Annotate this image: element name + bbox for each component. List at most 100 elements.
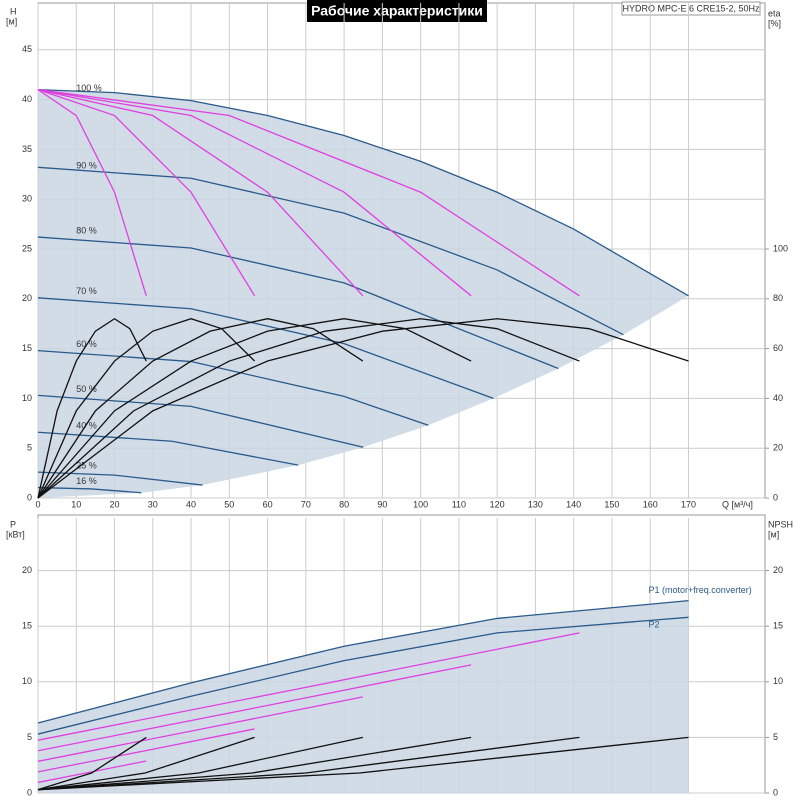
model-box	[621, 1, 761, 16]
y2-tick-label: 5	[773, 732, 778, 742]
chart-title: Рабочие характеристики	[311, 3, 483, 19]
y2-axis-label: NPSH	[768, 519, 793, 529]
curve	[37, 616, 689, 735]
y-tick-label: 35	[22, 144, 32, 154]
y-axis-unit: [кВт]	[6, 529, 25, 539]
x-axis-label: Q [м³/ч]	[722, 499, 753, 509]
x-tick-label: 40	[186, 499, 196, 509]
y2-tick-label: 0	[773, 787, 778, 797]
x-tick-label: 90	[377, 499, 387, 509]
curve	[37, 88, 580, 297]
curve	[37, 318, 580, 499]
curve	[37, 736, 580, 791]
y-tick-label: 0	[27, 492, 32, 502]
title-box	[307, 0, 487, 22]
curve	[37, 599, 689, 724]
y2-tick-label: 100	[773, 243, 788, 253]
x-tick-label: 130	[528, 499, 543, 509]
y-tick-label: 15	[22, 621, 32, 631]
y2-axis-unit: [м]	[768, 529, 779, 539]
y2-tick-label: 15	[773, 621, 783, 631]
curve	[37, 632, 580, 741]
curve	[37, 349, 429, 426]
x-tick-label: 50	[224, 499, 234, 509]
operating-area	[38, 89, 689, 498]
curve	[37, 736, 363, 791]
y2-tick-label: 60	[773, 343, 783, 353]
y-tick-label: 45	[22, 44, 32, 54]
curve	[37, 394, 364, 448]
curve	[37, 88, 472, 297]
curve	[37, 89, 256, 297]
curve	[37, 736, 689, 791]
curve	[37, 486, 142, 494]
y2-tick-label: 80	[773, 293, 783, 303]
y-tick-label: 15	[22, 343, 32, 353]
y2-tick-label: 10	[773, 676, 783, 686]
y-tick-label: 40	[22, 94, 32, 104]
y2-tick-label: 0	[773, 492, 778, 502]
curve	[37, 317, 147, 499]
y-tick-label: 10	[22, 676, 32, 686]
curve	[37, 736, 147, 791]
curve	[37, 318, 689, 499]
speed-label: 100 %	[76, 83, 102, 93]
speed-label: 16 %	[76, 476, 97, 486]
y2-tick-label: 40	[773, 393, 783, 403]
x-tick-label: 150	[604, 499, 619, 509]
x-tick-label: 120	[490, 499, 505, 509]
curve	[37, 736, 472, 791]
x-tick-label: 80	[339, 499, 349, 509]
curve	[37, 728, 255, 773]
curve	[37, 318, 364, 499]
curve	[37, 431, 299, 466]
x-tick-label: 60	[263, 499, 273, 509]
y-tick-label: 30	[22, 194, 32, 204]
y-tick-label: 5	[27, 443, 32, 453]
x-tick-label: 70	[301, 499, 311, 509]
y-tick-label: 20	[22, 293, 32, 303]
x-tick-label: 110	[452, 499, 466, 509]
x-tick-label: 160	[643, 499, 658, 509]
y-tick-label: 25	[22, 243, 32, 253]
curve	[37, 166, 624, 336]
x-tick-label: 100	[413, 499, 428, 509]
curve	[37, 297, 494, 400]
curve	[37, 236, 559, 370]
curve	[37, 736, 255, 791]
y-tick-label: 5	[27, 732, 32, 742]
curve	[37, 89, 147, 297]
x-tick-label: 140	[566, 499, 581, 509]
curve	[37, 664, 472, 752]
model-label: HYDRO MPC-E 6 CRE15-2, 50Hz	[622, 3, 760, 13]
curve	[37, 696, 363, 762]
y-tick-label: 10	[22, 393, 32, 403]
y2-tick-label: 20	[773, 565, 783, 575]
speed-label: 50 %	[76, 384, 97, 394]
curve	[37, 471, 203, 486]
curve	[37, 89, 364, 297]
speed-label: 70 %	[76, 286, 97, 296]
y-tick-label: 20	[22, 565, 32, 575]
y-axis-label: P	[10, 519, 16, 529]
speed-label: 80 %	[76, 225, 97, 235]
y-axis-label: H	[10, 6, 17, 16]
y-axis-unit: [м]	[6, 16, 17, 26]
y2-tick-label: 20	[773, 443, 783, 453]
x-tick-label: 170	[681, 499, 696, 509]
curve	[37, 88, 689, 297]
x-tick-label: 0	[35, 499, 40, 509]
speed-label: 25 %	[76, 460, 97, 470]
speed-label: 90 %	[76, 161, 97, 171]
x-tick-label: 20	[110, 499, 120, 509]
curve-label: P2	[648, 620, 659, 630]
x-tick-label: 10	[71, 499, 81, 509]
speed-label: 40 %	[76, 421, 97, 431]
curve-label: P1 (motor+freq.converter)	[648, 585, 751, 595]
y-tick-label: 0	[27, 787, 32, 797]
y2-axis-unit: [%]	[768, 18, 781, 28]
curve	[37, 760, 147, 784]
y2-axis-label: eta	[768, 8, 781, 18]
x-tick-label: 30	[148, 499, 158, 509]
